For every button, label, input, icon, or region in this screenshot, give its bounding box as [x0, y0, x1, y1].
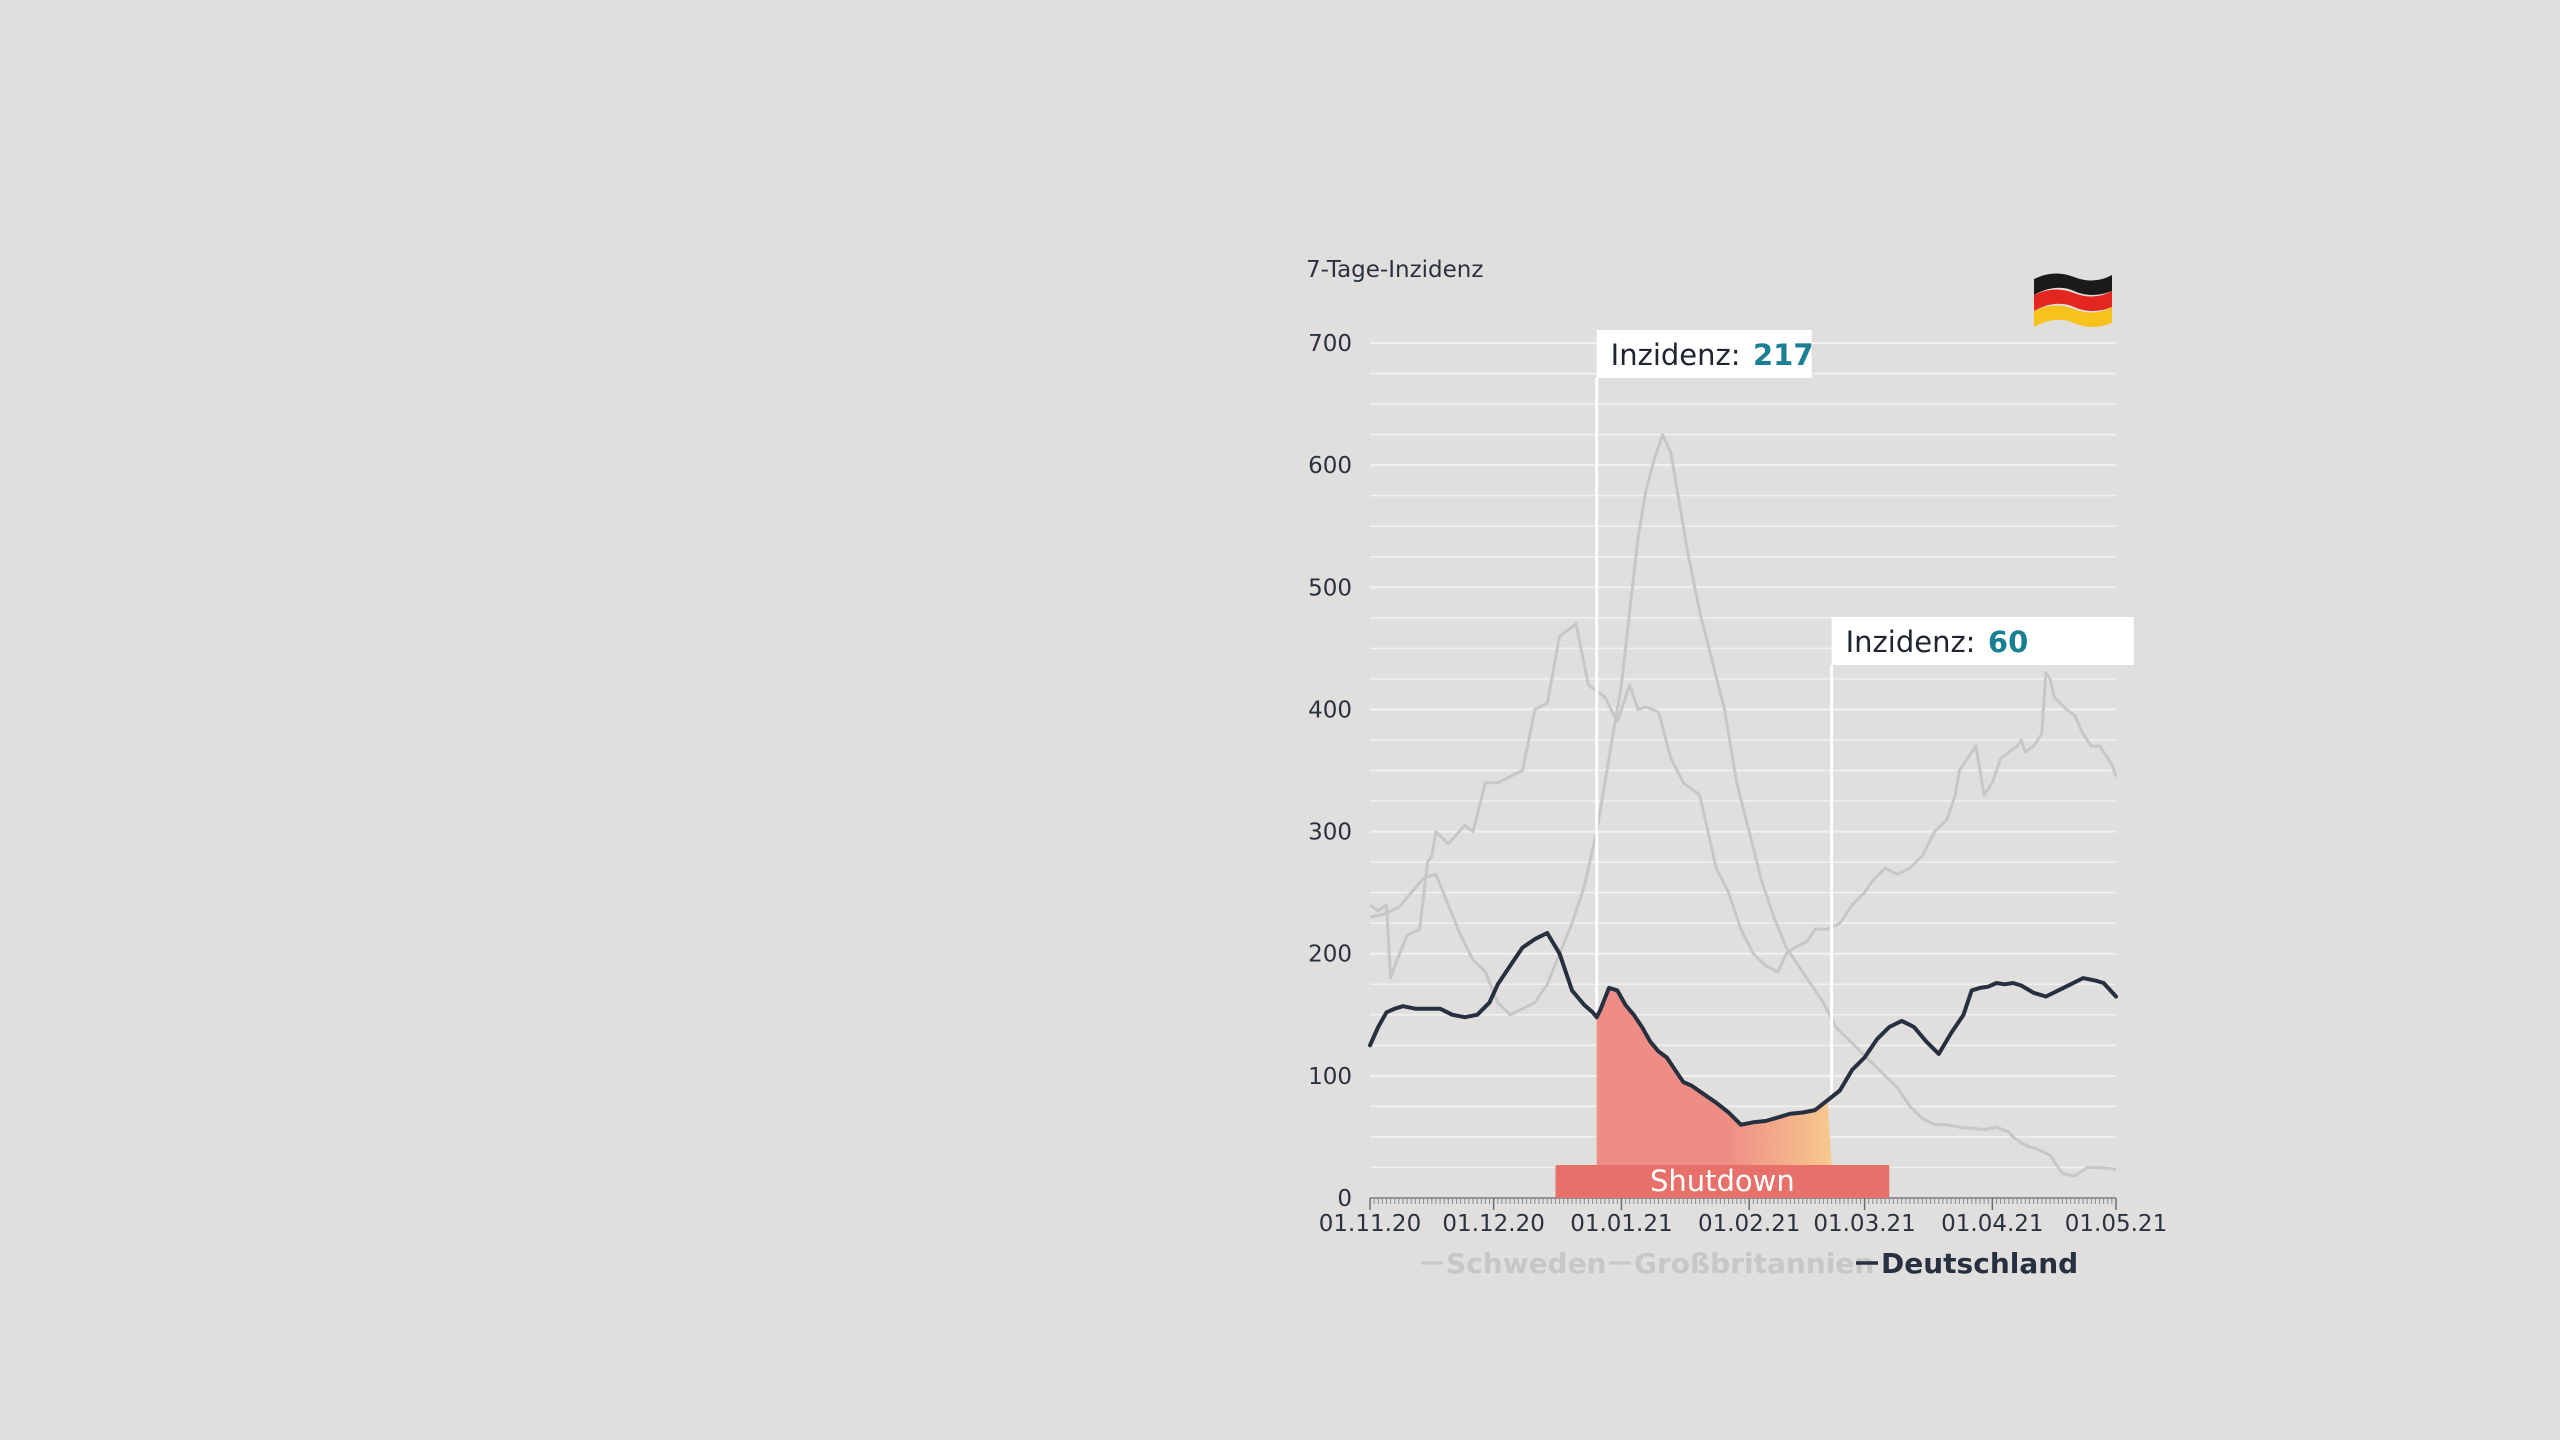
legend-label-schweden: Schweden — [1446, 1247, 1607, 1280]
callout-value: 217 — [1753, 338, 1814, 372]
grid — [1370, 342, 2116, 1169]
y-tick-label: 0 — [1337, 1186, 1352, 1212]
series-line-schweden — [1369, 622, 2118, 980]
callout-text: Inzidenz: 217 — [1611, 338, 1814, 372]
comparison-lines — [1369, 433, 2118, 1178]
callout-value: 60 — [1988, 625, 2028, 659]
x-tick-label: 01.02.21 — [1698, 1211, 1800, 1237]
x-tick-label: 01.01.21 — [1570, 1211, 1672, 1237]
callout-label: Inzidenz: — [1611, 338, 1741, 372]
y-tick-label: 100 — [1308, 1064, 1352, 1090]
shutdown-label: Shutdown — [1650, 1164, 1795, 1198]
x-tick-label: 01.04.21 — [1941, 1211, 2043, 1237]
callout-217: Inzidenz: 217 — [1596, 330, 1814, 378]
x-tick-label: 01.03.21 — [1813, 1211, 1915, 1237]
legend-label-deutschland: Deutschland — [1881, 1247, 2078, 1280]
y-tick-label: 700 — [1308, 331, 1352, 357]
callout-text: Inzidenz: 60 — [1846, 625, 2029, 659]
x-axis: 01.11.20 01.12.20 01.01.21 01.02.21 01.03.21… — [1319, 1197, 2167, 1237]
x-tick-label: 01.12.20 — [1442, 1211, 1544, 1237]
callout-label: Inzidenz: — [1846, 625, 1976, 659]
shutdown-bar-group: Shutdown — [1555, 1164, 1890, 1198]
y-tick-label: 200 — [1308, 942, 1352, 968]
series-line-deutschland — [1368, 931, 2118, 1127]
y-axis-title: 7-Tage-Inzidenz — [1306, 257, 1483, 283]
legend: Schweden Großbritannien Deutschland — [1421, 1247, 2078, 1280]
callout-box — [1596, 330, 1812, 378]
y-tick-label: 600 — [1308, 453, 1352, 479]
y-tick-label: 400 — [1308, 697, 1352, 723]
legend-label-grossbritannien: Großbritannien — [1634, 1247, 1874, 1280]
callout-60: Inzidenz: 60 — [1831, 617, 2134, 665]
shutdown-bar — [1555, 1165, 1890, 1198]
german-flag-icon — [2034, 273, 2112, 327]
x-tick-label: 01.11.20 — [1319, 1211, 1421, 1237]
series-line-grobritannien — [1369, 433, 2117, 1178]
y-tick-label: 300 — [1308, 820, 1352, 846]
callout-lines — [1595, 378, 1834, 1098]
y-tick-label: 500 — [1308, 575, 1352, 601]
y-axis: 0 100 200 300 400 500 600 700 — [1308, 331, 1352, 1212]
callout-box — [1831, 617, 2134, 665]
x-tick-label: 01.05.21 — [2065, 1211, 2167, 1237]
germany-line-layer — [1368, 931, 2118, 1127]
